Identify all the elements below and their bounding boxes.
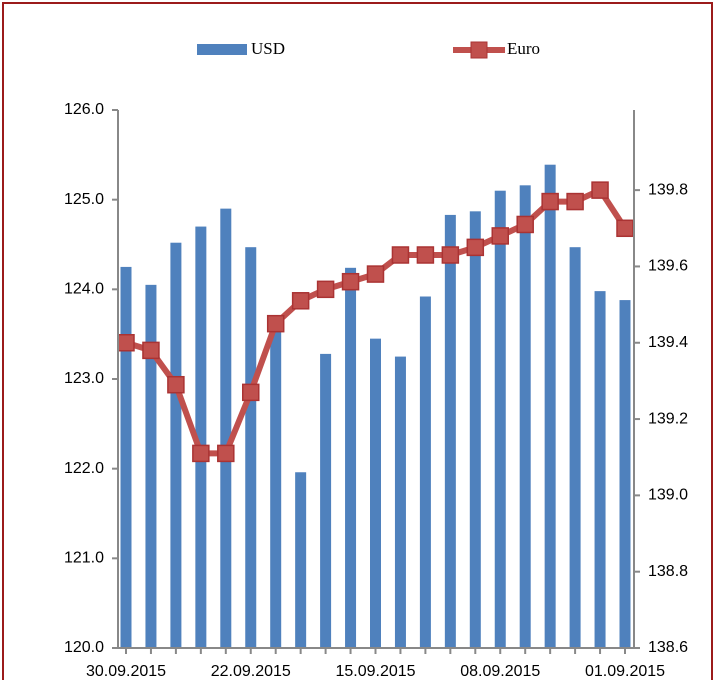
y-tick-label: 122.0 bbox=[64, 460, 104, 477]
bar bbox=[394, 356, 406, 648]
y-tick-label: 120.0 bbox=[64, 639, 104, 656]
bar bbox=[469, 211, 481, 648]
bar bbox=[270, 325, 282, 648]
bar bbox=[295, 472, 307, 648]
marker bbox=[616, 219, 634, 238]
bar bbox=[345, 267, 357, 648]
marker bbox=[591, 181, 609, 199]
bar bbox=[145, 284, 157, 648]
x-tick-label: 08.09.2015 bbox=[460, 663, 540, 680]
marker bbox=[142, 341, 160, 360]
bar bbox=[245, 247, 257, 648]
x-tick-label: 22.09.2015 bbox=[211, 663, 291, 680]
legend-label: Euro bbox=[507, 39, 540, 58]
marker bbox=[316, 280, 335, 299]
marker bbox=[266, 314, 285, 333]
y-tick-label: 123.0 bbox=[64, 370, 104, 387]
marker bbox=[217, 444, 235, 463]
marker bbox=[416, 246, 435, 264]
bar bbox=[619, 300, 631, 648]
y2-tick-label: 139.8 bbox=[648, 181, 688, 198]
marker bbox=[491, 227, 509, 245]
y2-tick-label: 139.6 bbox=[648, 258, 688, 275]
bar bbox=[195, 226, 207, 649]
y2-tick-label: 139.4 bbox=[648, 334, 688, 351]
y2-tick-label: 139.0 bbox=[648, 487, 688, 504]
bar bbox=[494, 190, 506, 648]
x-tick-label: 01.09.2015 bbox=[585, 663, 665, 680]
y2-tick-label: 139.2 bbox=[648, 410, 688, 427]
y2-tick-label: 138.6 bbox=[648, 639, 688, 656]
legend-swatch bbox=[197, 44, 247, 55]
y-tick-label: 125.0 bbox=[64, 191, 104, 208]
marker bbox=[291, 292, 310, 310]
marker bbox=[341, 272, 360, 291]
x-tick-label: 15.09.2015 bbox=[335, 663, 415, 680]
marker bbox=[167, 375, 185, 394]
bar bbox=[519, 185, 531, 648]
y-tick-label: 126.0 bbox=[64, 101, 104, 118]
bar bbox=[120, 266, 132, 648]
marker bbox=[466, 238, 485, 257]
marker bbox=[117, 334, 135, 352]
marker bbox=[391, 246, 410, 264]
bar bbox=[544, 164, 556, 649]
x-tick-label: 30.09.2015 bbox=[86, 663, 166, 680]
bar bbox=[370, 338, 381, 648]
legend-marker bbox=[470, 41, 488, 59]
bar bbox=[419, 296, 431, 648]
bar bbox=[569, 247, 581, 648]
bar bbox=[220, 208, 232, 648]
marker bbox=[366, 265, 385, 283]
bar bbox=[320, 353, 332, 648]
y-tick-label: 121.0 bbox=[64, 550, 104, 567]
y2-tick-label: 138.8 bbox=[648, 563, 688, 580]
marker bbox=[541, 192, 559, 211]
marker bbox=[441, 246, 460, 264]
y-tick-label: 124.0 bbox=[64, 281, 104, 298]
marker bbox=[242, 383, 260, 402]
marker bbox=[516, 215, 534, 234]
marker bbox=[566, 192, 584, 211]
legend-label: USD bbox=[251, 39, 285, 58]
bar bbox=[170, 242, 182, 648]
marker bbox=[192, 444, 210, 463]
bar bbox=[594, 291, 606, 648]
bar bbox=[444, 214, 456, 648]
